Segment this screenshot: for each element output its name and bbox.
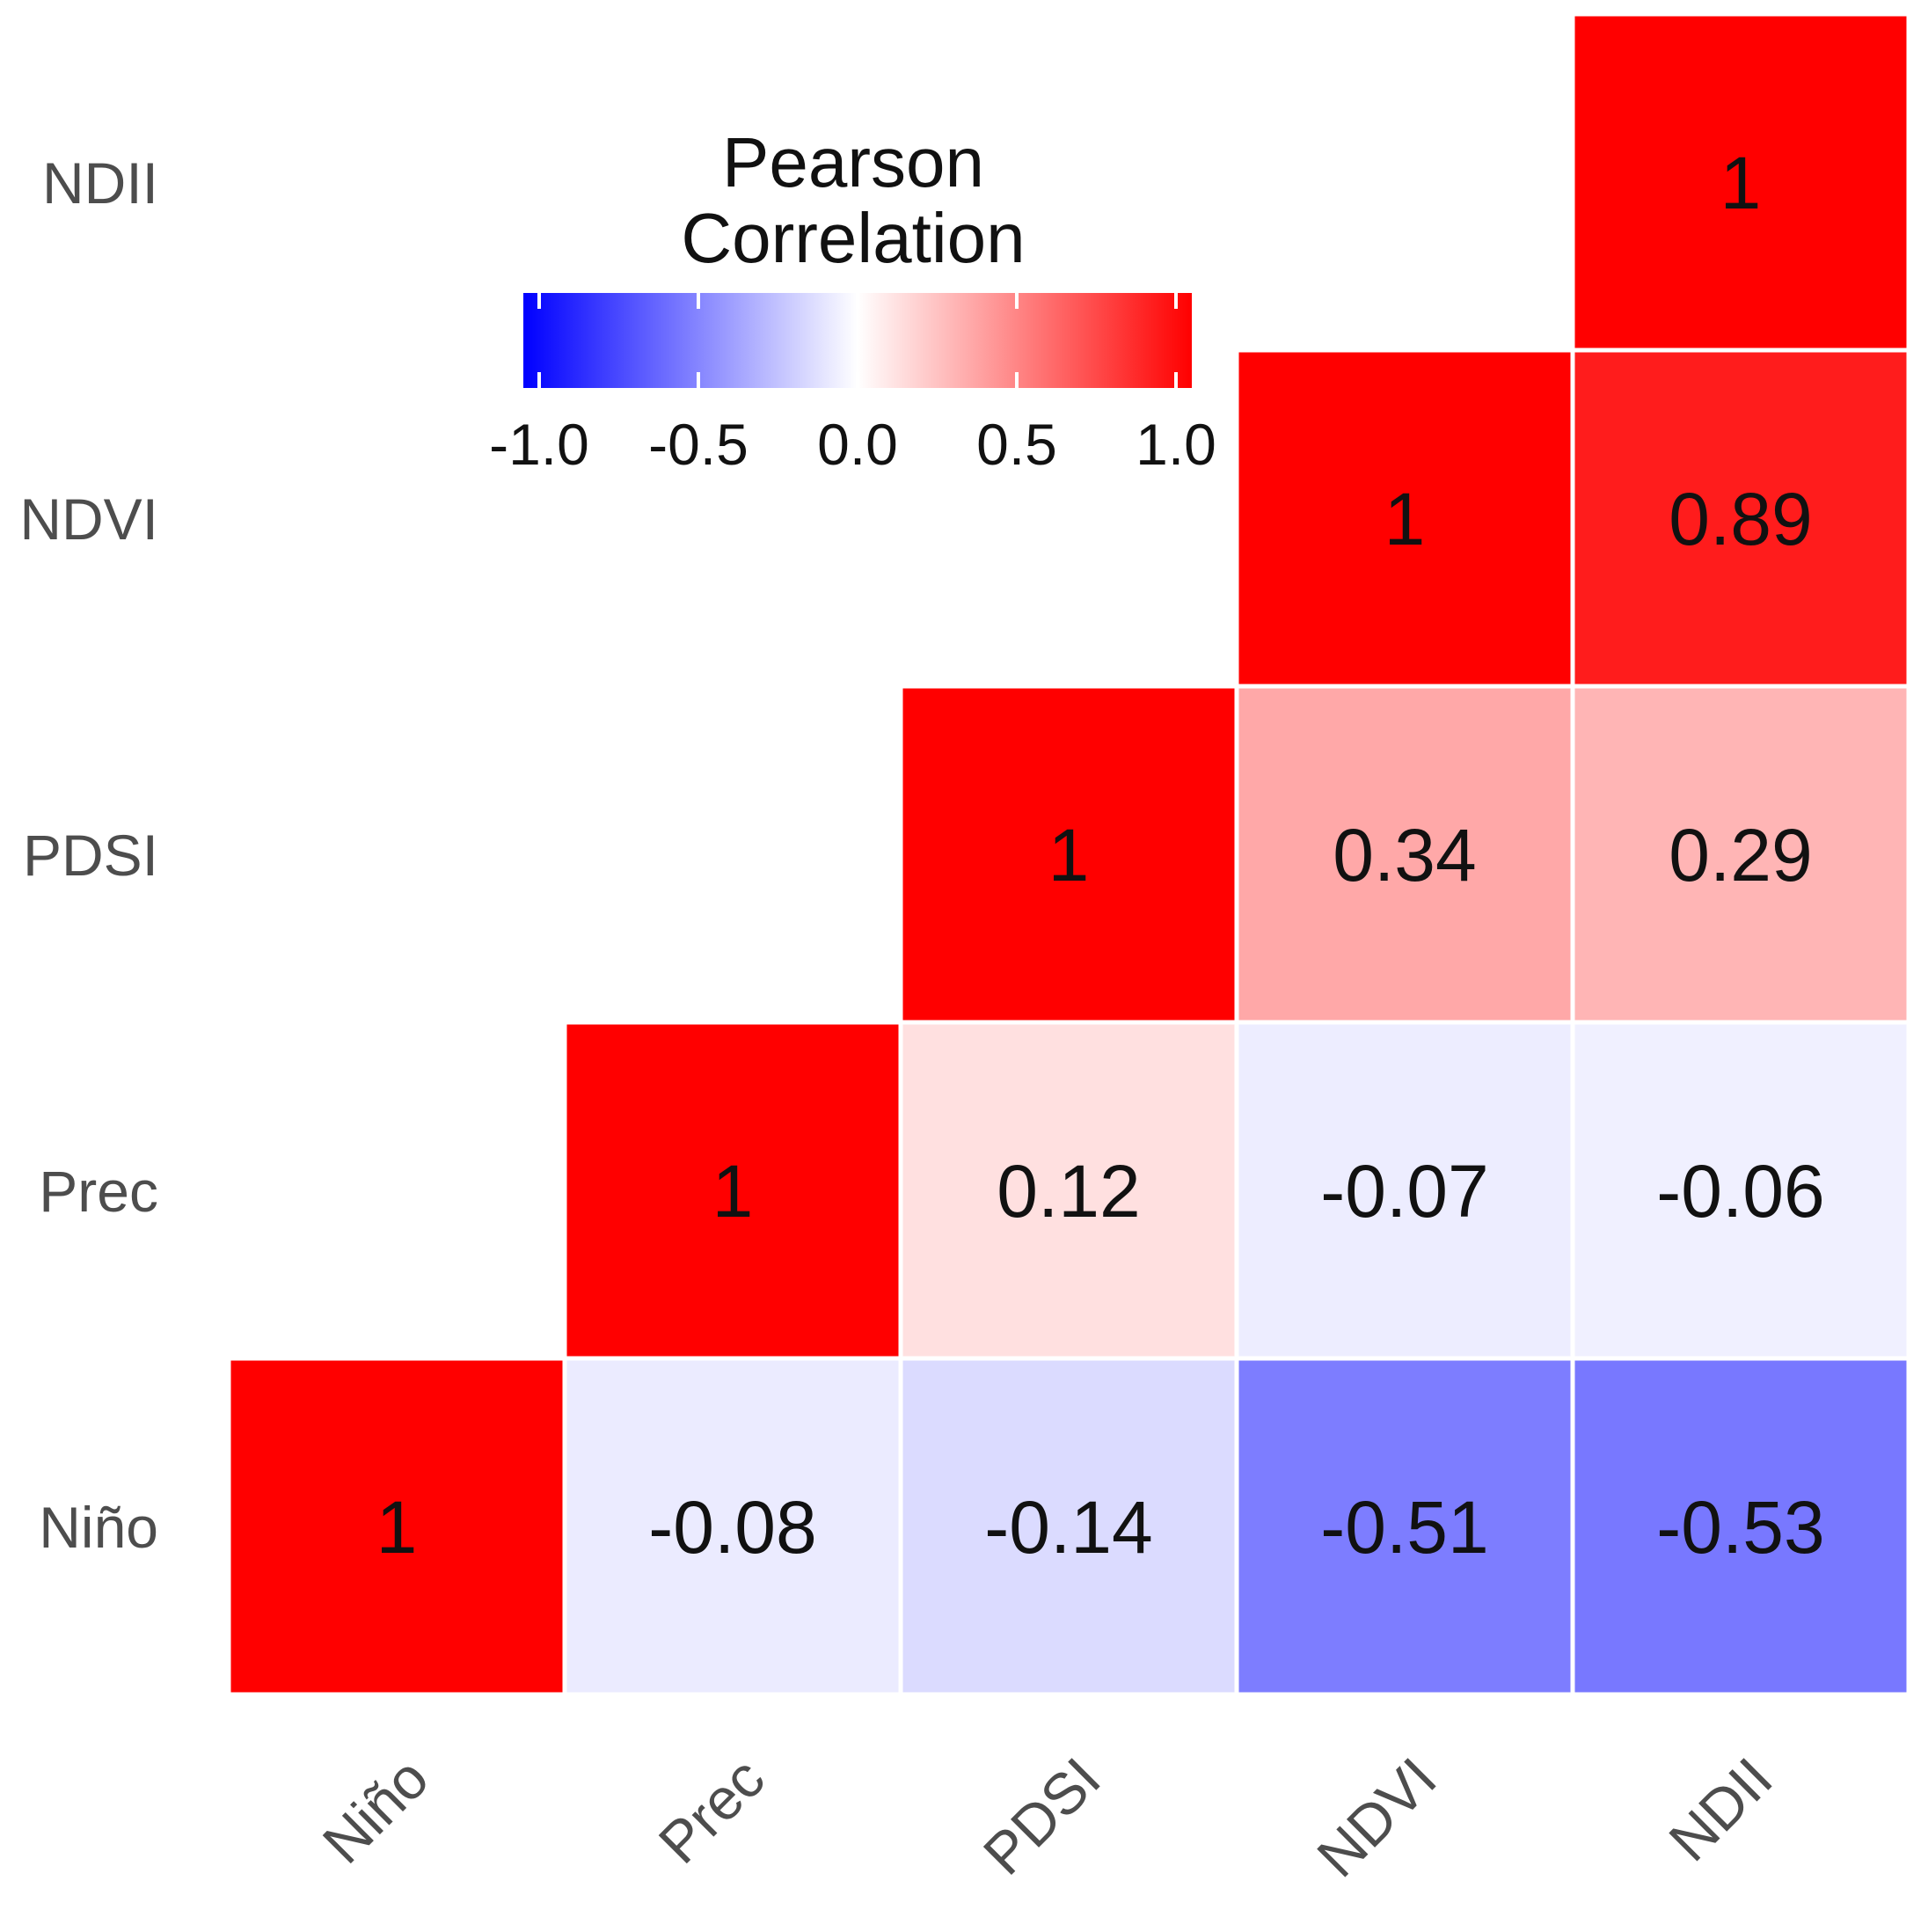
y-tick-label: PDSI <box>23 823 158 888</box>
cell-value-label: -0.14 <box>984 1486 1152 1569</box>
heatmap-cell-pdsi-pdsi <box>902 688 1235 1021</box>
cell-value-label: -0.07 <box>1320 1150 1488 1233</box>
cell-value-label: 1 <box>712 1150 754 1233</box>
heatmap-cell-ndii-nino <box>1574 1360 1907 1693</box>
y-tick-label: NDVI <box>19 487 158 552</box>
legend-title-line2: Correlation <box>681 199 1025 277</box>
heatmap-cell-labels: 1 -0.08 -0.14 -0.51 -0.531 0.12 -0.07 -0.061 0.3… <box>376 142 1825 1569</box>
heatmap-cell-pdsi-nino <box>902 1360 1235 1693</box>
heatmap-cell-nino-nino <box>230 1360 563 1693</box>
heatmap-cell-ndii-ndii <box>1574 16 1907 348</box>
y-tick-label: NDII <box>42 150 158 216</box>
legend-tick-label: 1.0 <box>1136 412 1216 477</box>
cell-value-label: 0.12 <box>997 1150 1141 1233</box>
heatmap-cell-ndii-prec <box>1574 1024 1907 1357</box>
y-tick-label: Niño <box>39 1495 158 1560</box>
heatmap-cell-ndvi-nino <box>1238 1360 1571 1693</box>
y-axis: Niño Prec PDSI NDVI NDII <box>19 150 158 1560</box>
cell-value-label: 0.34 <box>1333 814 1477 896</box>
cell-value-label: 1 <box>376 1486 418 1569</box>
cell-value-label: -0.53 <box>1656 1486 1824 1569</box>
heatmap-cell-pdsi-prec <box>902 1024 1235 1357</box>
legend-tick-label: -1.0 <box>489 412 589 477</box>
heatmap-cell-ndii-ndvi <box>1574 352 1907 684</box>
y-tick-label: Prec <box>39 1159 158 1224</box>
heatmap-cell-ndvi-prec <box>1238 1024 1571 1357</box>
heatmap-cell-prec-nino <box>566 1360 899 1693</box>
cell-value-label: 0.89 <box>1669 478 1813 560</box>
heatmap-cells <box>230 16 1907 1693</box>
legend-tick-label: 0.0 <box>817 412 898 477</box>
cell-value-label: -0.06 <box>1656 1150 1824 1233</box>
legend-tick-label: 0.5 <box>976 412 1057 477</box>
heatmap-cell-prec-prec <box>566 1024 899 1357</box>
heatmap-cell-ndii-pdsi <box>1574 688 1907 1021</box>
cell-value-label: 1 <box>1384 478 1426 560</box>
cell-value-label: -0.08 <box>648 1486 816 1569</box>
heatmap-cell-ndvi-ndvi <box>1238 352 1571 684</box>
cell-value-label: -0.51 <box>1320 1486 1488 1569</box>
legend: Pearson Correlation -1.0 -0.5 0.0 0.5 1.0 <box>489 123 1216 477</box>
legend-tick-label: -0.5 <box>648 412 749 477</box>
heatmap-cell-ndvi-pdsi <box>1238 688 1571 1021</box>
cell-value-label: 1 <box>1048 814 1090 896</box>
cell-value-label: 0.29 <box>1669 814 1813 896</box>
cell-value-label: 1 <box>1720 142 1762 224</box>
legend-title-line1: Pearson <box>722 123 984 201</box>
